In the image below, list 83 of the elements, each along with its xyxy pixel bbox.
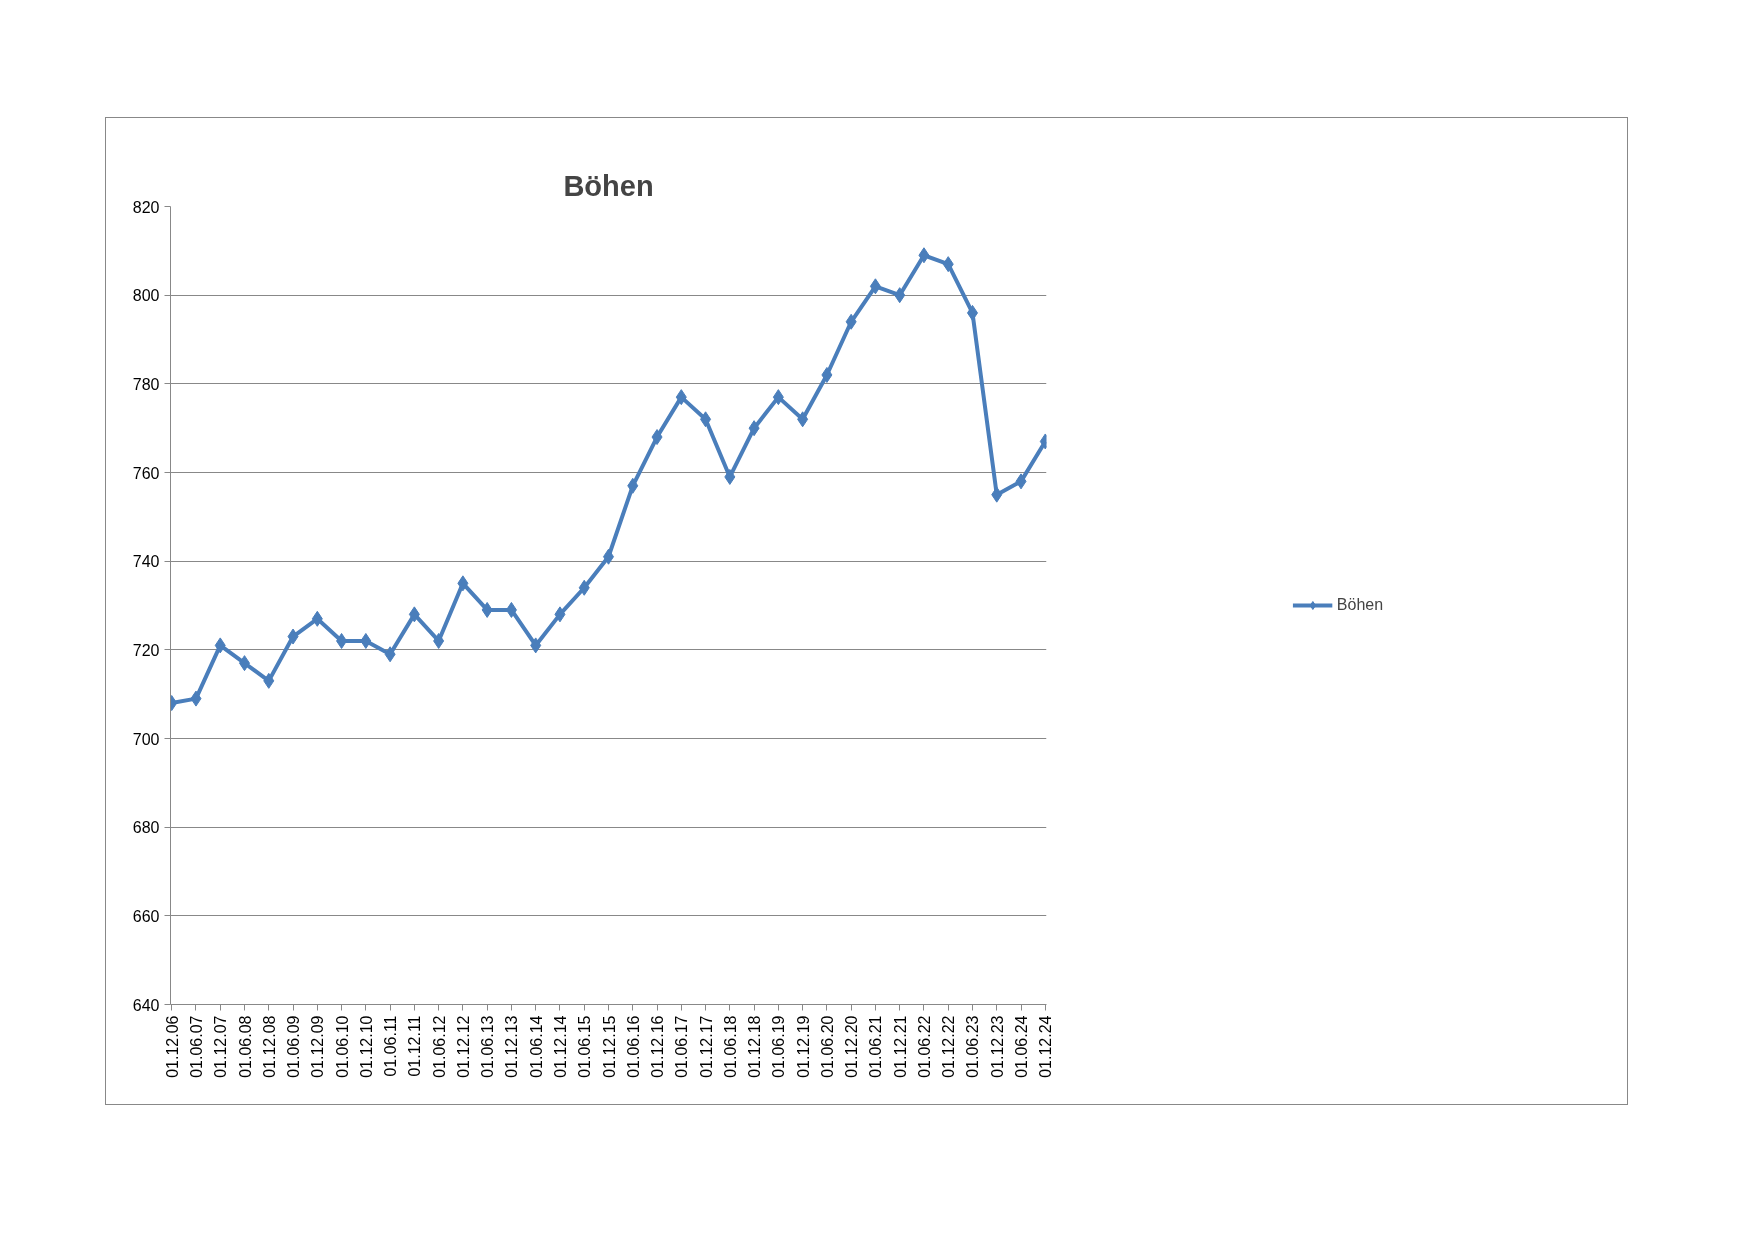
x-tick-label: 01.12.24 bbox=[1037, 1015, 1055, 1078]
point bbox=[772, 389, 784, 406]
x-tick-label: 01.06.21 bbox=[867, 1015, 885, 1078]
x-tick-label: 01.12.12 bbox=[454, 1015, 472, 1078]
y-tick-label: 660 bbox=[132, 907, 160, 925]
point bbox=[530, 637, 542, 654]
x-tick-label: 01.12.23 bbox=[988, 1015, 1006, 1078]
x-tick-label: 01.12.11 bbox=[406, 1015, 424, 1077]
point bbox=[1015, 473, 1027, 490]
point bbox=[214, 637, 226, 654]
point bbox=[869, 278, 881, 295]
y-tick-label: 760 bbox=[132, 464, 160, 482]
x-tick-label: 01.12.17 bbox=[697, 1015, 715, 1078]
x-tick-label: 01.06.11 bbox=[382, 1015, 400, 1077]
legend-label: Böhen bbox=[1336, 596, 1384, 614]
point bbox=[554, 606, 566, 623]
y-tick-label: 700 bbox=[132, 730, 160, 748]
y-tick-label: 740 bbox=[132, 553, 160, 571]
chart-title: Böhen bbox=[563, 169, 654, 202]
point bbox=[942, 256, 954, 273]
x-tick-label: 01.06.13 bbox=[479, 1015, 497, 1078]
x-tick-label: 01.12.07 bbox=[212, 1015, 230, 1078]
x-tick-label: 01.06.15 bbox=[576, 1015, 594, 1078]
x-tick-label: 01.12.16 bbox=[649, 1015, 667, 1078]
point bbox=[991, 486, 1003, 503]
point bbox=[190, 690, 202, 707]
x-tick-label: 01.06.07 bbox=[187, 1015, 205, 1078]
point bbox=[651, 429, 663, 446]
point bbox=[239, 655, 251, 672]
x-tick-label: 01.12.21 bbox=[891, 1015, 909, 1078]
x-tick-label: 01.12.10 bbox=[357, 1015, 375, 1078]
point bbox=[336, 632, 348, 649]
x-tick-label: 01.06.24 bbox=[1013, 1015, 1031, 1078]
point bbox=[724, 468, 736, 485]
point bbox=[384, 646, 396, 663]
point bbox=[408, 606, 420, 623]
point bbox=[845, 313, 857, 330]
point bbox=[263, 672, 275, 689]
x-tick-label: 01.06.10 bbox=[333, 1015, 351, 1078]
point bbox=[821, 366, 833, 383]
point bbox=[700, 411, 712, 428]
x-tick-label: 01.06.16 bbox=[624, 1015, 642, 1078]
y-tick-label: 800 bbox=[132, 287, 160, 305]
x-tick-label: 01.06.14 bbox=[527, 1015, 545, 1078]
x-tick-label: 01.06.22 bbox=[915, 1015, 933, 1078]
x-tick-label: 01.12.20 bbox=[843, 1015, 861, 1078]
x-tick-label: 01.06.19 bbox=[770, 1015, 788, 1078]
point bbox=[457, 575, 469, 592]
y-tick-label: 720 bbox=[132, 641, 160, 659]
point bbox=[918, 247, 930, 264]
x-tick-label: 01.06.18 bbox=[721, 1015, 739, 1078]
point bbox=[481, 601, 493, 618]
x-tick-label: 01.12.18 bbox=[746, 1015, 764, 1078]
point bbox=[311, 610, 323, 627]
x-tick-label: 01.06.23 bbox=[964, 1015, 982, 1078]
x-tick-label: 01.12.15 bbox=[600, 1015, 618, 1078]
x-tick-label: 01.12.13 bbox=[503, 1015, 521, 1078]
y-tick-label: 780 bbox=[132, 375, 160, 393]
x-tick-label: 01.06.12 bbox=[430, 1015, 448, 1078]
y-tick-label: 820 bbox=[132, 198, 160, 216]
x-tick-label: 01.06.17 bbox=[673, 1015, 691, 1078]
y-tick-label: 640 bbox=[132, 996, 160, 1014]
point bbox=[578, 579, 590, 596]
x-tick-label: 01.12.22 bbox=[940, 1015, 958, 1078]
point bbox=[748, 420, 760, 437]
point bbox=[287, 628, 299, 645]
x-tick-label: 01.12.19 bbox=[794, 1015, 812, 1078]
point bbox=[675, 389, 687, 406]
point bbox=[966, 304, 978, 321]
x-tick-label: 01.06.08 bbox=[236, 1015, 254, 1078]
point bbox=[433, 632, 445, 649]
point bbox=[505, 601, 517, 618]
x-tick-label: 01.06.20 bbox=[818, 1015, 836, 1078]
point bbox=[894, 287, 906, 304]
point bbox=[797, 411, 809, 428]
point bbox=[360, 632, 372, 649]
x-tick-label: 01.12.14 bbox=[551, 1015, 569, 1078]
point bbox=[627, 477, 639, 494]
x-tick-label: 01.12.08 bbox=[260, 1015, 278, 1078]
x-tick-label: 01.12.09 bbox=[309, 1015, 327, 1078]
x-tick-label: 01.06.09 bbox=[285, 1015, 303, 1078]
y-tick-label: 680 bbox=[132, 819, 160, 837]
x-tick-label: 01.12.06 bbox=[163, 1015, 181, 1078]
